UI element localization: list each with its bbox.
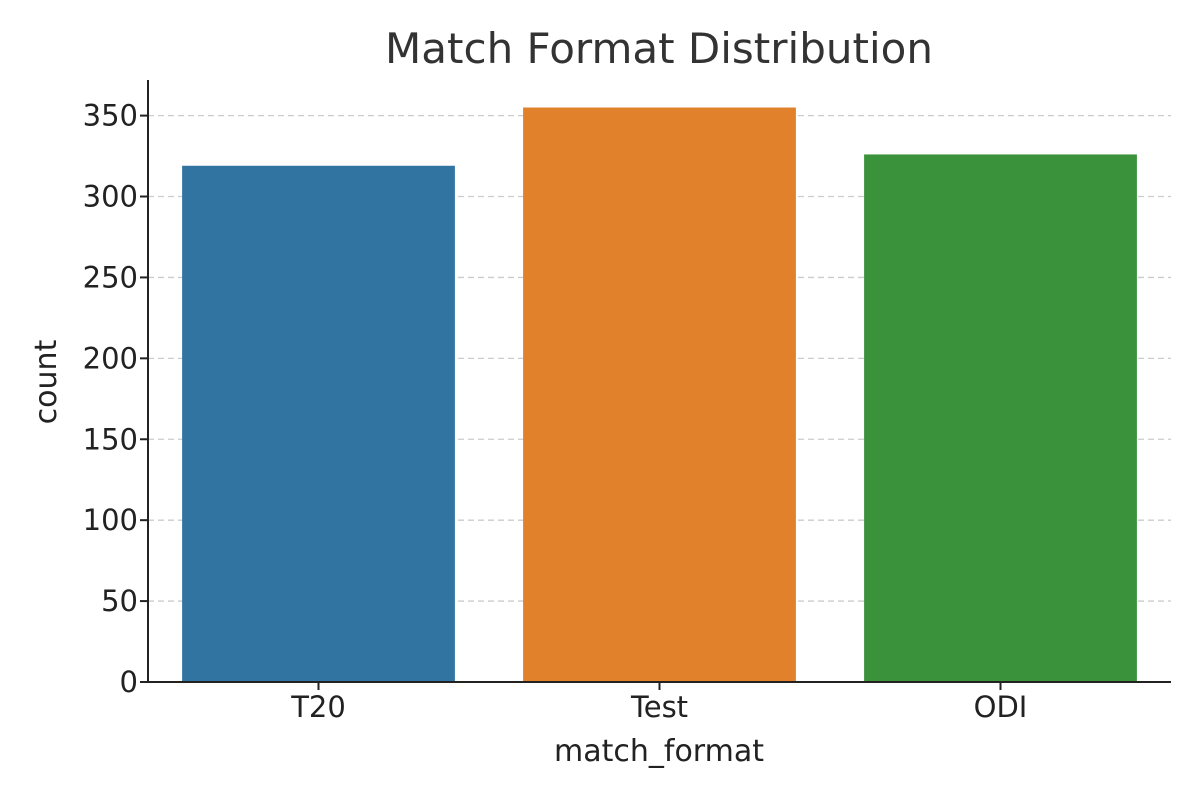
y-tick-label: 200 bbox=[83, 341, 138, 375]
y-tick-label: 250 bbox=[83, 260, 138, 294]
y-tick-label: 100 bbox=[83, 503, 138, 537]
x-ticks: T20 Test ODI bbox=[290, 682, 1027, 724]
y-tick-label: 300 bbox=[83, 180, 138, 214]
x-tick-label: ODI bbox=[974, 690, 1028, 724]
y-tick-label: 0 bbox=[120, 665, 138, 699]
bar-odi bbox=[864, 154, 1137, 682]
x-axis-label: match_format bbox=[554, 734, 764, 769]
y-tick-label: 150 bbox=[83, 422, 138, 456]
x-tick-label: Test bbox=[630, 690, 688, 724]
bar-test bbox=[523, 107, 796, 683]
y-tick-label: 350 bbox=[83, 99, 138, 133]
x-tick-label: T20 bbox=[290, 690, 346, 724]
bar-t20 bbox=[182, 165, 455, 683]
bars bbox=[182, 107, 1137, 683]
chart-title: Match Format Distribution bbox=[385, 24, 933, 73]
y-tick-label: 50 bbox=[101, 584, 138, 618]
y-ticks: 0 50 100 150 200 250 300 350 bbox=[83, 99, 148, 699]
y-axis-label: count bbox=[29, 339, 64, 424]
